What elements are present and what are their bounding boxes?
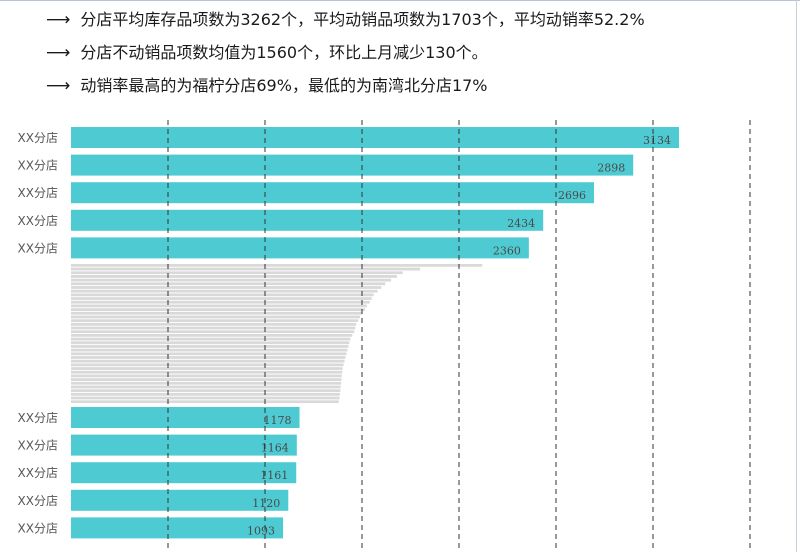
top-category-label: XX分店 bbox=[18, 131, 58, 145]
filler-bar bbox=[71, 356, 346, 359]
filler-bar bbox=[71, 271, 403, 275]
filler-bar bbox=[71, 330, 355, 334]
long-right-arrow-icon: ⟶ bbox=[46, 10, 71, 30]
filler-bar bbox=[71, 378, 342, 381]
filler-bar bbox=[71, 334, 353, 337]
filler-bar bbox=[71, 286, 382, 289]
filler-bar bbox=[71, 363, 344, 367]
bottom-bar bbox=[71, 517, 284, 539]
filler-bar bbox=[71, 300, 370, 304]
filler-bar bbox=[71, 341, 350, 345]
top-bar bbox=[71, 182, 595, 204]
top-category-label: XX分店 bbox=[18, 159, 58, 173]
bottom-bar bbox=[71, 407, 300, 428]
bottom-value-label: 1093 bbox=[247, 524, 275, 537]
top-bar bbox=[71, 237, 529, 259]
filler-bar bbox=[71, 392, 340, 396]
filler-bar bbox=[71, 304, 367, 308]
top-bar bbox=[71, 127, 679, 148]
filler-bar bbox=[71, 275, 397, 278]
summary-bullet-3-text: 动销率最高的为福柠分店69%，最低的为南湾北分店17% bbox=[80, 76, 488, 95]
filler-bar bbox=[71, 359, 345, 363]
bottom-category-label: XX分店 bbox=[18, 411, 58, 425]
filler-bar bbox=[71, 322, 357, 326]
filler-bar bbox=[71, 381, 342, 385]
filler-bar bbox=[71, 389, 341, 393]
filler-bar bbox=[71, 293, 374, 297]
right-border-line bbox=[796, 0, 797, 552]
bottom-value-label: 1120 bbox=[252, 497, 280, 510]
filler-bar bbox=[71, 311, 362, 315]
filler-bar bbox=[71, 267, 421, 271]
bottom-category-label: XX分店 bbox=[18, 439, 58, 453]
filler-bar bbox=[71, 396, 340, 400]
top-value-label: 2360 bbox=[493, 244, 521, 257]
filler-bar bbox=[71, 297, 372, 300]
long-right-arrow-icon: ⟶ bbox=[46, 76, 71, 96]
bottom-bar bbox=[71, 489, 289, 511]
top-value-label: 2898 bbox=[597, 162, 625, 175]
bottom-bar bbox=[71, 462, 297, 484]
filler-bar bbox=[71, 326, 356, 330]
top-value-label: 3134 bbox=[643, 134, 671, 147]
top-value-label: 2696 bbox=[558, 189, 586, 202]
filler-bar bbox=[71, 264, 483, 267]
top-category-label: XX分店 bbox=[18, 186, 58, 200]
filler-bar bbox=[71, 370, 343, 374]
bottom-category-label: XX分店 bbox=[18, 521, 58, 535]
filler-bar bbox=[71, 348, 348, 352]
filler-bar bbox=[71, 308, 365, 311]
filler-bar bbox=[71, 345, 349, 348]
filler-bar bbox=[71, 367, 343, 370]
filler-bar bbox=[71, 374, 342, 378]
bottom-category-label: XX分店 bbox=[18, 466, 58, 480]
filler-bar bbox=[71, 352, 347, 356]
filler-bar bbox=[71, 278, 392, 282]
top-category-label: XX分店 bbox=[18, 241, 58, 255]
bottom-bar bbox=[71, 434, 297, 456]
filler-bar bbox=[71, 319, 359, 323]
top-bar bbox=[71, 209, 544, 231]
bottom-value-label: 1164 bbox=[261, 442, 289, 455]
summary-bullet-2-text: 分店不动销品项数均值为1560个，环比上月减少130个。 bbox=[80, 43, 488, 62]
bottom-value-label: 1161 bbox=[260, 469, 288, 482]
filler-bar bbox=[71, 385, 341, 389]
filler-bar bbox=[71, 337, 351, 341]
filler-bar bbox=[71, 400, 339, 404]
filler-bar bbox=[71, 282, 386, 286]
summary-bullet-1: ⟶ 分店平均库存品项数为3262个，平均动销品项数为1703个，平均动销率52.2… bbox=[46, 6, 645, 30]
filler-bar bbox=[71, 315, 361, 319]
top-bar bbox=[71, 154, 634, 176]
summary-bullet-1-text: 分店平均库存品项数为3262个，平均动销品项数为1703个，平均动销率52.2% bbox=[80, 10, 645, 29]
top-border-line bbox=[0, 0, 800, 1]
long-right-arrow-icon: ⟶ bbox=[46, 43, 71, 63]
top-category-label: XX分店 bbox=[18, 214, 58, 228]
summary-bullet-3: ⟶ 动销率最高的为福柠分店69%，最低的为南湾北分店17% bbox=[46, 72, 488, 96]
summary-bullet-2: ⟶ 分店不动销品项数均值为1560个，环比上月减少130个。 bbox=[46, 39, 488, 63]
filler-bar bbox=[71, 289, 378, 293]
bottom-category-label: XX分店 bbox=[18, 494, 58, 508]
bottom-value-label: 1178 bbox=[264, 414, 292, 427]
top-value-label: 2434 bbox=[507, 217, 535, 230]
